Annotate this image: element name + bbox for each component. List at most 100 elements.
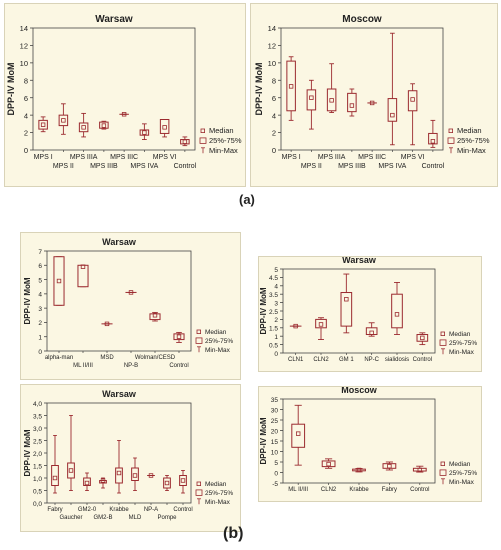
median-marker [100, 478, 106, 483]
iqr-box [53, 256, 65, 306]
y-tick-label: 10 [271, 449, 279, 456]
x-tick-label: Krabbe [349, 487, 369, 493]
legend-iqr-label: 25%-75% [449, 470, 477, 477]
y-tick-label: 4 [24, 111, 28, 120]
iqr-box [99, 121, 109, 129]
y-tick-label: 5 [38, 277, 42, 284]
y-tick-label: 2.5 [269, 309, 278, 316]
iqr-box [51, 465, 59, 486]
x-tick-label: sialidosis [385, 357, 409, 363]
y-tick-label: 0 [274, 470, 278, 477]
iqr-box [163, 477, 171, 489]
iqr-box [38, 119, 48, 130]
legend-iqr-label: 25%-75% [205, 490, 233, 497]
legend-range-label: Min-Max [449, 479, 475, 486]
legend-median-symbol [440, 331, 445, 336]
y-tick-label: 10 [20, 59, 28, 68]
y-axis-label: DPP-IV MoM [6, 63, 16, 116]
y-tick-label: 6 [38, 263, 42, 270]
median-marker [369, 100, 375, 106]
median-marker [121, 112, 127, 117]
iqr-box [159, 119, 170, 134]
legend-iqr-symbol [439, 469, 447, 476]
y-tick-label: 4,0 [33, 401, 42, 408]
y-tick-label: 3,5 [33, 413, 42, 420]
legend-iqr-label: 25%-75% [449, 340, 477, 347]
y-tick-label: 20 [271, 428, 279, 435]
y-tick-label: 8 [24, 76, 28, 85]
chart-title: Warsaw [102, 389, 137, 399]
legend-median-symbol [196, 481, 201, 486]
caption-a: (a) [239, 192, 255, 207]
legend-median-symbol [196, 329, 201, 334]
median-marker [344, 297, 349, 302]
iqr-box [412, 467, 427, 472]
median-marker [84, 480, 90, 486]
x-tick-label: MPS IIIA [318, 154, 346, 161]
y-tick-label: 5 [274, 267, 278, 274]
median-marker [182, 139, 188, 144]
legend-iqr-symbol [439, 339, 447, 346]
iqr-box [173, 333, 185, 341]
legend-iqr-symbol [195, 489, 203, 496]
plot-frame [32, 27, 196, 151]
median-marker [142, 130, 147, 135]
y-tick-label: 7 [38, 249, 42, 256]
y-tick-label: 4 [272, 111, 276, 120]
y-tick-label: 25 [271, 418, 279, 425]
y-tick-label: 0 [24, 146, 28, 155]
median-marker [128, 290, 134, 295]
y-tick-label: 2,0 [33, 451, 42, 458]
x-tick-label: MPS IIIB [90, 163, 118, 170]
chart-title: Moscow [341, 387, 378, 395]
y-tick-label: 0 [274, 351, 278, 358]
chart-title: Warsaw [102, 237, 137, 247]
iqr-box [340, 292, 353, 327]
median-marker [116, 470, 122, 476]
x-tick-label: Krabbe [109, 507, 129, 513]
chart-title: Warsaw [95, 14, 133, 25]
chart-panel-b-warsaw-2: Warsaw DPP-IV MoM 0 0.5 1 1.5 2 2.5 3 3.5 4 4.5 5 CLN… [258, 256, 482, 372]
median-marker [318, 322, 324, 327]
y-tick-label: 30 [271, 407, 279, 414]
x-tick-label: MPS IIIC [358, 154, 386, 161]
y-tick-label: 2 [272, 129, 276, 138]
iqr-box [78, 122, 89, 133]
median-marker [369, 330, 374, 336]
median-marker [40, 122, 46, 127]
plot-frame [46, 250, 192, 352]
legend-median-label: Median [205, 329, 227, 336]
y-tick-label: 6 [272, 94, 276, 103]
median-marker [104, 321, 110, 327]
y-tick-label: 35 [271, 397, 279, 404]
x-tick-label: MPS IIIB [338, 163, 366, 170]
x-tick-label: MPS IIIC [110, 154, 138, 161]
y-tick-label: 1 [38, 335, 42, 342]
y-tick-label: 14 [268, 24, 276, 33]
median-marker [101, 123, 107, 128]
median-marker [180, 478, 186, 483]
median-marker [61, 118, 66, 123]
y-tick-label: 0,0 [33, 501, 42, 508]
y-tick-label: 1,0 [33, 476, 42, 483]
y-tick-label: 1,5 [33, 463, 42, 470]
y-axis-label: DPP-IV MoM [259, 287, 268, 334]
y-tick-label: 0,5 [33, 488, 42, 495]
x-tick-label: Control [174, 163, 197, 170]
median-marker [349, 103, 355, 108]
y-axis-label: DPP-IV MoM [259, 417, 268, 464]
median-marker [326, 461, 331, 467]
iqr-box [139, 129, 150, 136]
x-tick-label: MPS VI [401, 154, 425, 161]
x-tick-label: Fabry [47, 507, 62, 513]
box-plot-b-warsaw-3: Warsaw DPP-IV MoM 0,0 0,5 1,0 1,5 2,0 2,5 3,0 3,5… [23, 389, 233, 521]
y-tick-label: 3 [274, 300, 278, 307]
iqr-box [352, 468, 366, 472]
legend-iqr-label: 25%-75% [209, 136, 242, 145]
x-tick-label: MPS IIIA [70, 154, 98, 161]
median-marker [52, 475, 58, 481]
iqr-box [416, 334, 429, 342]
iqr-box [99, 480, 107, 484]
chart-panel-a-warsaw: Warsaw DPP-IV MoM 0 2 4 6 8 10 12 14 MPS I MPS II MP… [4, 3, 246, 187]
legend-median-label: Median [449, 461, 471, 468]
